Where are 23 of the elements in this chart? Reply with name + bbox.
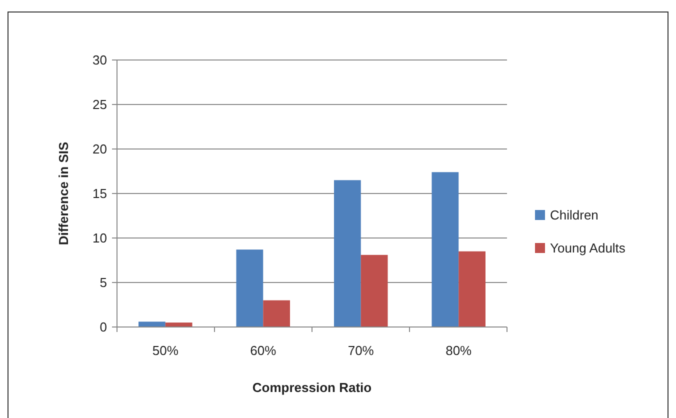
y-tick-label: 0 (100, 320, 107, 335)
y-tick-label: 5 (100, 275, 107, 290)
bar (334, 180, 361, 327)
x-tick-label: 50% (152, 343, 179, 358)
y-tick-label: 25 (92, 97, 107, 112)
bar (458, 251, 486, 327)
x-tick-label: 60% (250, 343, 277, 358)
bar (165, 322, 192, 327)
y-tick-label: 10 (92, 230, 107, 246)
x-tick-label: 70% (348, 343, 374, 358)
y-axis-title: Difference in SIS (56, 142, 71, 246)
bar (360, 254, 388, 327)
x-tick-label: 80% (446, 343, 472, 358)
bar (263, 300, 290, 327)
legend-label: Children (550, 208, 598, 223)
y-tick-label: 15 (92, 186, 107, 202)
x-axis-title: Compression Ratio (252, 380, 372, 395)
y-tick-label: 20 (92, 142, 107, 157)
y-tick-label: 30 (92, 52, 107, 68)
bar (138, 322, 166, 327)
bar (432, 172, 459, 327)
legend-label: Young Adults (550, 240, 626, 256)
bar (236, 250, 264, 327)
